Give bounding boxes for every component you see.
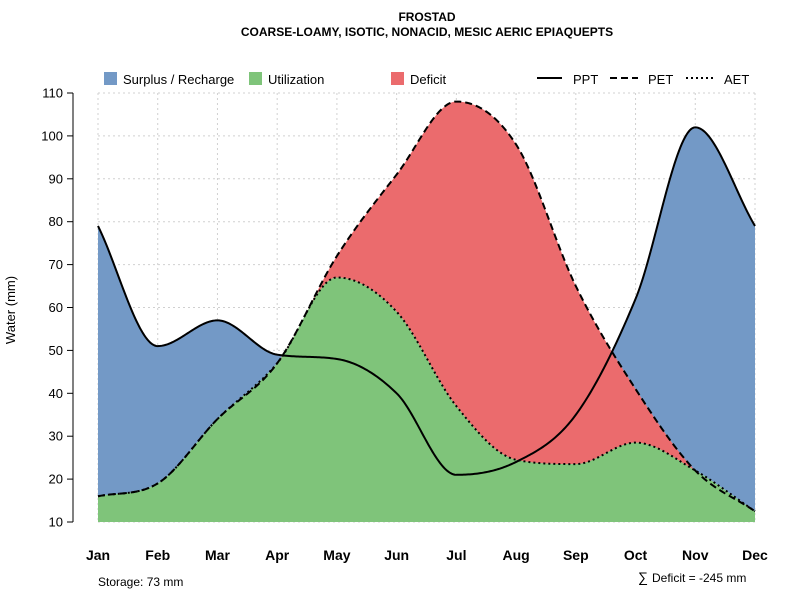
y-tick-label: 100	[41, 128, 63, 143]
y-tick-label: 90	[49, 171, 63, 186]
y-tick-label: 50	[49, 343, 63, 358]
chart-subtitle: COARSE-LOAMY, ISOTIC, NONACID, MESIC AER…	[241, 25, 613, 39]
x-tick-label: Jan	[86, 547, 110, 563]
x-tick-label: Jun	[384, 547, 409, 563]
y-axis-title: Water (mm)	[3, 276, 18, 344]
y-axis: 10 20 30 40 50 60 70 80 90 100 110	[41, 86, 74, 530]
y-tick-label: 60	[49, 300, 63, 315]
y-tick-label: 10	[49, 515, 63, 530]
legend: Surplus / Recharge Utilization Deficit P…	[104, 72, 749, 87]
deficit-sum-icon: ∑	[638, 569, 648, 585]
legend-swatch-utilization	[249, 72, 262, 85]
chart-title: FROSTAD	[398, 10, 455, 24]
y-tick-label: 20	[49, 472, 63, 487]
y-tick-label: 40	[49, 386, 63, 401]
x-tick-label: Apr	[265, 547, 290, 563]
x-tick-label: Aug	[502, 547, 529, 563]
y-tick-label: 70	[49, 257, 63, 272]
x-tick-label: Feb	[145, 547, 170, 563]
y-tick-label: 30	[49, 429, 63, 444]
storage-note: Storage: 73 mm	[98, 575, 183, 589]
x-tick-label: Sep	[563, 547, 589, 563]
legend-label-pet: PET	[648, 72, 673, 87]
x-tick-label: May	[323, 547, 350, 563]
x-tick-label: Jul	[446, 547, 466, 563]
x-tick-label: Nov	[682, 547, 709, 563]
legend-label-surplus: Surplus / Recharge	[123, 72, 234, 87]
area-deficit	[98, 101, 755, 512]
area-layer	[98, 101, 755, 522]
legend-label-ppt: PPT	[573, 72, 598, 87]
legend-label-deficit: Deficit	[410, 72, 447, 87]
y-tick-label: 110	[42, 86, 63, 101]
y-tick-label: 80	[49, 214, 63, 229]
line-layer	[97, 100, 756, 513]
legend-swatch-deficit	[391, 72, 404, 85]
x-tick-label: Oct	[624, 547, 648, 563]
deficit-note: Deficit = -245 mm	[652, 571, 746, 585]
x-tick-label: Mar	[205, 547, 230, 563]
x-axis-labels: Jan Feb Mar Apr May Jun Jul Aug Sep Oct Nov Dec	[86, 547, 768, 563]
legend-label-utilization: Utilization	[268, 72, 324, 87]
series-line-ppt	[97, 126, 756, 476]
legend-label-aet: AET	[724, 72, 749, 87]
series-line-pet	[97, 100, 756, 513]
legend-swatch-surplus	[104, 72, 117, 85]
x-tick-label: Dec	[742, 547, 768, 563]
area-utilization	[98, 277, 755, 522]
